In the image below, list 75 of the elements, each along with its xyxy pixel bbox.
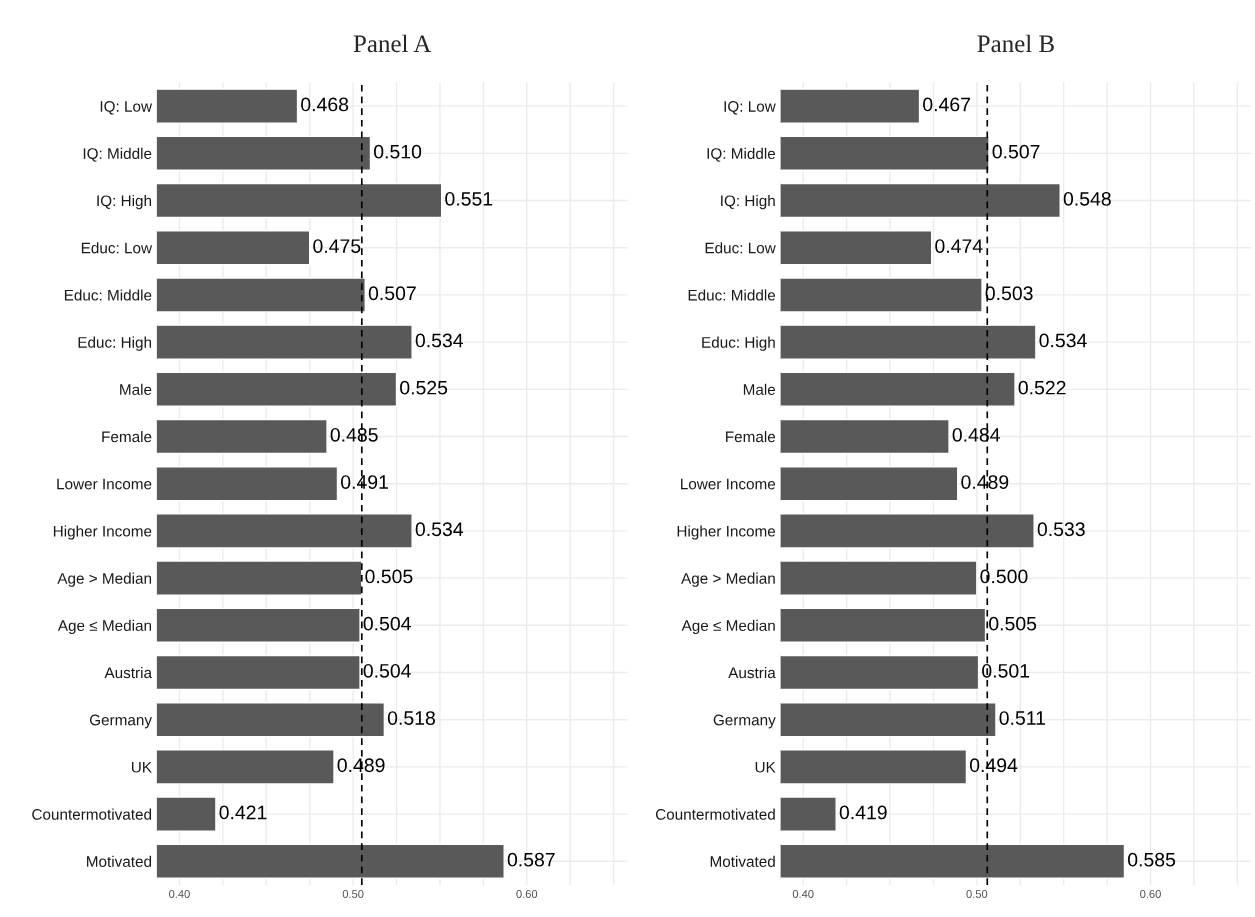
data-label: 0.507 xyxy=(992,144,1040,159)
x-tick-label: 0.40 xyxy=(792,890,814,898)
data-label: 0.587 xyxy=(507,852,555,867)
data-label: 0.551 xyxy=(445,191,493,206)
y-tick-label: Higher Income xyxy=(677,525,776,540)
y-tick-label: Male xyxy=(120,383,152,396)
data-label: 0.474 xyxy=(935,239,983,253)
chart-title: Panel A xyxy=(353,34,432,53)
data-label: 0.505 xyxy=(989,616,1037,631)
chart-title: Panel B xyxy=(977,34,1054,53)
y-tick-label: Austria xyxy=(728,666,776,679)
data-label: 0.504 xyxy=(363,663,411,678)
y-tick-label: Countermotivated xyxy=(655,808,775,820)
y-tick-label: Educ: Low xyxy=(705,242,776,254)
y-tick-label: Age > Median xyxy=(57,572,152,587)
y-tick-label: Female xyxy=(726,430,776,443)
y-tick-label: Educ: Middle xyxy=(688,289,776,301)
data-label: 0.419 xyxy=(839,805,887,820)
y-tick-label: Educ: Middle xyxy=(64,289,152,301)
y-tick-label: IQ: High xyxy=(97,194,152,210)
data-label: 0.507 xyxy=(368,286,416,301)
data-label: 0.475 xyxy=(313,239,361,253)
y-tick-label: IQ: Middle xyxy=(83,147,152,162)
y-tick-label: Educ: High xyxy=(78,336,152,351)
y-tick-label: Age > Median xyxy=(681,572,775,587)
y-tick-label: Austria xyxy=(104,666,153,679)
data-label: 0.585 xyxy=(1128,852,1176,867)
y-tick-label: Age ≤ Median xyxy=(57,619,152,635)
data-label: 0.484 xyxy=(952,427,1000,442)
y-tick-label: Age ≤ Median xyxy=(681,619,775,635)
data-label: 0.518 xyxy=(387,711,435,725)
data-label: 0.468 xyxy=(301,97,349,112)
y-tick-label: IQ: Low xyxy=(100,101,153,115)
data-label: 0.534 xyxy=(415,333,464,348)
x-tick-label: 0.60 xyxy=(1140,890,1161,898)
y-tick-label: Countermotivated xyxy=(32,808,152,820)
data-label: 0.503 xyxy=(985,286,1033,301)
data-label: 0.491 xyxy=(341,475,388,489)
y-tick-label: Germany xyxy=(89,714,152,729)
y-tick-label: Germany xyxy=(713,714,776,729)
x-tick-label: 0.40 xyxy=(169,890,190,898)
x-tick-label: 0.60 xyxy=(516,890,538,898)
y-tick-label: Educ: Low xyxy=(81,242,153,254)
data-label: 0.489 xyxy=(337,758,385,773)
data-label: 0.467 xyxy=(923,97,970,112)
data-label: 0.485 xyxy=(330,427,378,442)
y-tick-label: Lower Income xyxy=(57,478,152,490)
data-label: 0.494 xyxy=(969,758,1018,773)
data-label: 0.504 xyxy=(363,616,411,631)
y-tick-label: Educ: High xyxy=(702,336,775,351)
y-tick-label: Higher Income xyxy=(53,525,152,540)
x-tick-label: 0.50 xyxy=(342,890,364,898)
data-label: 0.421 xyxy=(219,805,267,820)
data-label: 0.525 xyxy=(400,380,448,395)
data-label: 0.533 xyxy=(1037,522,1085,537)
y-tick-label: IQ: Low xyxy=(724,101,776,115)
y-tick-label: Male xyxy=(743,383,776,396)
data-label: 0.505 xyxy=(365,569,413,584)
y-tick-label: Lower Income xyxy=(681,478,776,490)
data-label: 0.522 xyxy=(1018,380,1066,395)
x-tick-label: 0.50 xyxy=(966,890,988,898)
data-label: 0.511 xyxy=(999,711,1045,725)
data-label: 0.534 xyxy=(415,522,464,537)
y-tick-label: IQ: High xyxy=(721,194,775,210)
y-tick-label: UK xyxy=(755,761,776,773)
y-tick-label: IQ: Middle xyxy=(707,147,776,162)
data-label: 0.489 xyxy=(961,475,1009,489)
data-label: 0.534 xyxy=(1039,333,1087,348)
y-tick-label: Motivated xyxy=(710,855,775,867)
y-tick-label: UK xyxy=(131,761,152,773)
y-tick-label: Motivated xyxy=(87,855,152,867)
data-label: 0.510 xyxy=(374,144,422,159)
data-label: 0.500 xyxy=(980,569,1028,584)
y-tick-label: Female xyxy=(102,430,152,443)
data-label: 0.548 xyxy=(1063,191,1111,206)
